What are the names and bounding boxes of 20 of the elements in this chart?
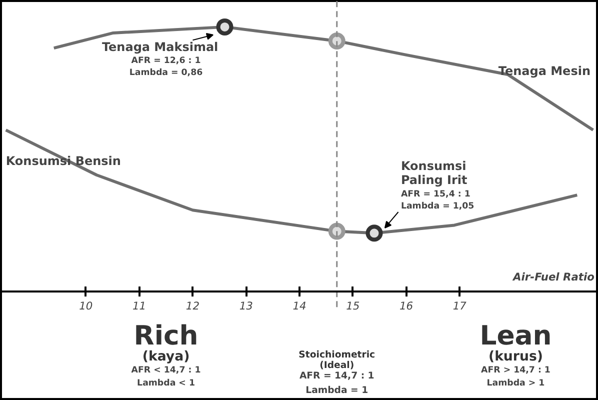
x-tick-label: 15 — [346, 299, 360, 312]
x-axis-title: Air-Fuel Ratio — [512, 270, 595, 284]
annotation: Tenaga Maksimal AFR = 12,6 : 1 Lambda = 0,86 — [102, 40, 218, 78]
x-tick-label: 16 — [400, 299, 414, 312]
x-tick-label: 14 — [292, 299, 306, 312]
x-tick-label: 11 — [132, 299, 146, 312]
x-tick-label: 12 — [186, 299, 200, 312]
text: Stoichiometric (Ideal) AFR = 14,7 : 1 Lambda = 1 — [298, 349, 376, 396]
point — [366, 224, 383, 242]
x-tick-label: 10 — [79, 299, 93, 312]
text: Rich (kaya) AFR < 14,7 : 1 Lambda < 1 — [131, 320, 201, 388]
point — [328, 32, 346, 50]
point — [216, 18, 234, 36]
x-tick-label: 13 — [239, 299, 254, 312]
text: Lean (kurus) AFR > 14,7 : 1 Lambda > 1 — [480, 320, 552, 388]
x-tick-label: 17 — [452, 299, 467, 312]
annotation: Konsumsi Paling Irit AFR = 15,4 : 1 Lambda = 1,05 — [400, 159, 474, 212]
series-label: Konsumsi Bensin — [6, 154, 121, 168]
point — [328, 222, 346, 240]
series-label: Tenaga Mesin — [498, 64, 590, 78]
